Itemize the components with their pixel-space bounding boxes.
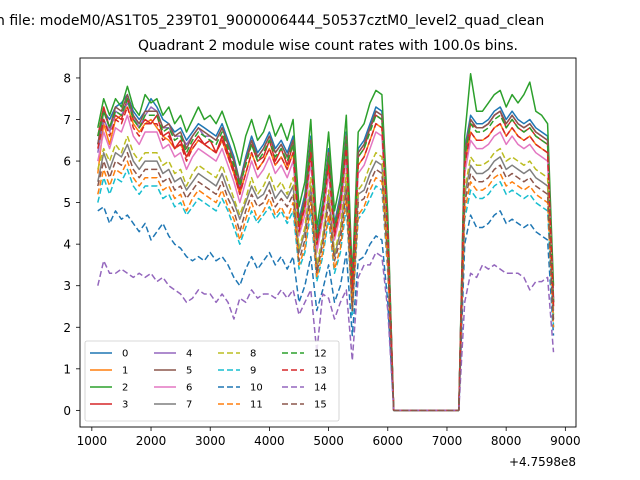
legend-label-14: 14 (314, 383, 327, 394)
legend-label-13: 13 (314, 366, 327, 377)
series-line-12 (97, 97, 555, 412)
x-tick-label: 7000 (432, 434, 463, 448)
x-tick-label: 5000 (313, 434, 344, 448)
figure-suptitle: n file: modeM0/AS1T05_239T01_9000006444_… (0, 13, 544, 29)
y-axis: 0 1 2 3 4 5 6 7 8 (63, 71, 80, 418)
y-tick-label: 6 (63, 155, 71, 169)
legend-label-6: 6 (186, 383, 192, 394)
y-tick-label: 8 (63, 71, 71, 85)
chart-title: Quadrant 2 module wise count rates with … (138, 38, 518, 54)
x-tick-label: 1000 (77, 434, 108, 448)
legend-label-10: 10 (250, 383, 263, 394)
y-tick-label: 0 (63, 404, 71, 418)
axes-frame (79, 57, 577, 428)
legend-label-5: 5 (186, 366, 192, 377)
series-line-14 (97, 251, 555, 412)
legend-label-1: 1 (122, 366, 128, 377)
x-tick-label: 6000 (373, 434, 404, 448)
y-tick-label: 7 (63, 113, 71, 127)
legend-label-7: 7 (186, 400, 192, 411)
legend-label-3: 3 (122, 400, 128, 411)
x-tick-label: 9000 (550, 434, 581, 448)
x-tick-label: 4000 (254, 434, 285, 448)
y-tick-label: 5 (63, 196, 71, 210)
y-tick-label: 4 (63, 238, 71, 252)
series-line-2 (97, 73, 555, 412)
y-tick-label: 1 (63, 362, 71, 376)
x-axis: 1000 2000 3000 4000 5000 6000 7000 8000 9000 (77, 427, 581, 448)
series-line-13 (97, 106, 555, 412)
series-line-11 (97, 160, 555, 412)
series-line-10 (97, 206, 555, 412)
legend-label-11: 11 (250, 400, 263, 411)
y-tick-label: 2 (63, 321, 71, 335)
legend-label-8: 8 (250, 349, 256, 360)
y-tick-label: 3 (63, 279, 71, 293)
series-line-8 (97, 135, 555, 412)
legend-label-12: 12 (314, 349, 327, 360)
legend-label-0: 0 (122, 349, 128, 360)
legend-box (84, 340, 340, 422)
plot-area (97, 73, 555, 412)
x-tick-label: 3000 (195, 434, 226, 448)
x-axis-offset-label: +4.7598e8 (509, 455, 576, 469)
legend-label-9: 9 (250, 366, 256, 377)
x-tick-label: 8000 (491, 434, 522, 448)
series-line-15 (97, 151, 555, 412)
legend-label-4: 4 (186, 349, 192, 360)
legend-label-2: 2 (122, 383, 128, 394)
x-tick-label: 2000 (136, 434, 167, 448)
series-line-7 (97, 143, 555, 412)
legend-label-15: 15 (314, 400, 327, 411)
